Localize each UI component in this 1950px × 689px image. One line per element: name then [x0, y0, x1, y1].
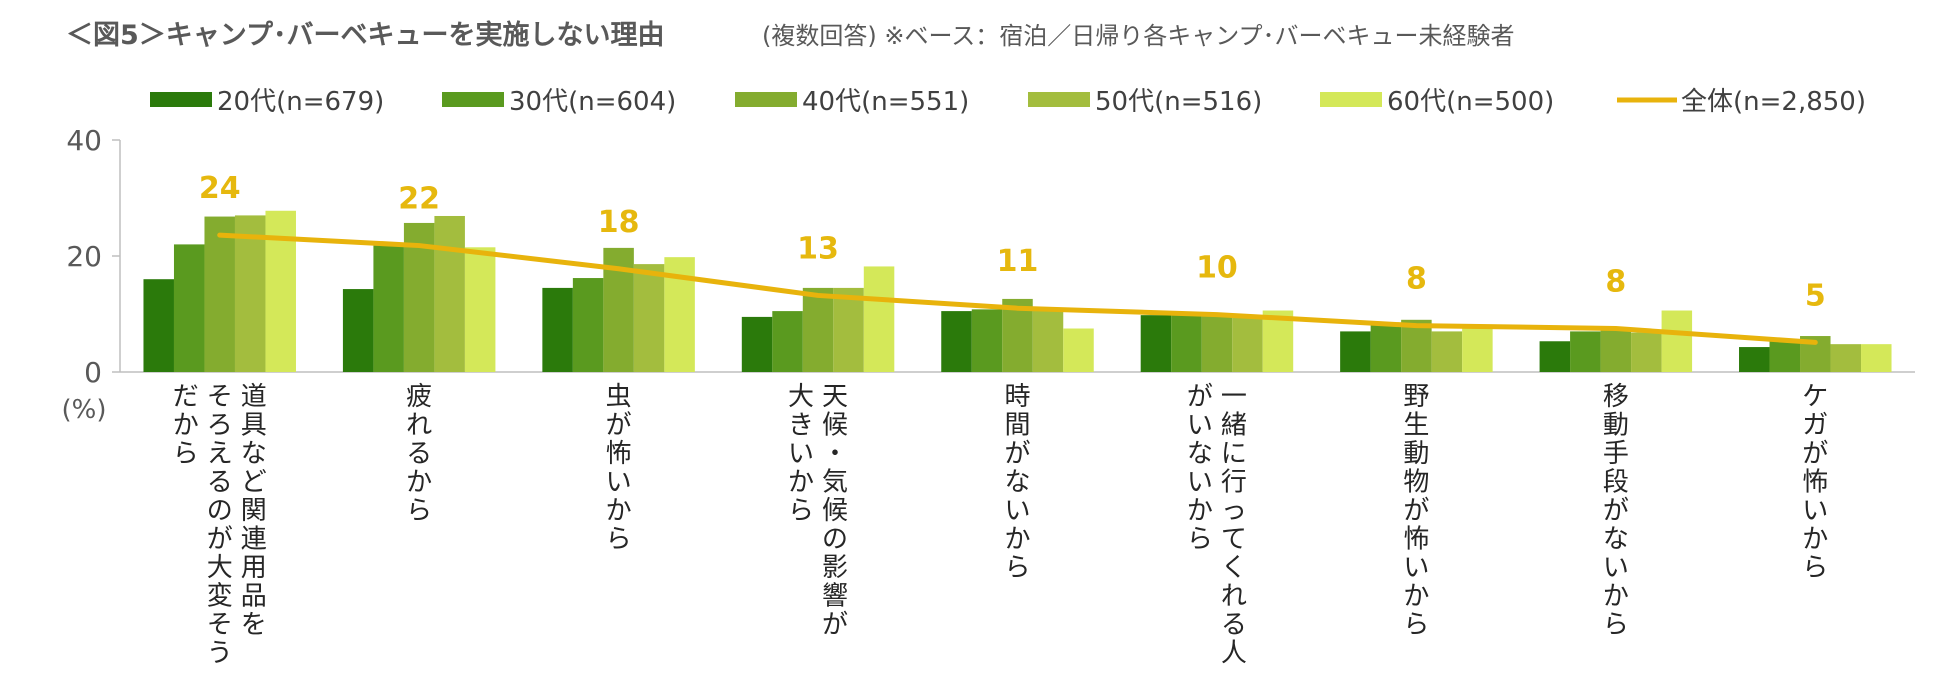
- category-label: 野生動物が怖いから: [1403, 382, 1429, 640]
- category-label: がいないから: [1187, 382, 1213, 555]
- bar: [741, 316, 773, 372]
- bar: [1171, 315, 1202, 372]
- legend-label-4: 50代(n=516): [1095, 87, 1262, 117]
- legend-label-3: 40代(n=551): [802, 87, 969, 117]
- legend-swatch-5: [1320, 92, 1382, 107]
- data-label: 8: [1605, 265, 1626, 300]
- data-label: 24: [199, 171, 241, 206]
- bar: [1769, 341, 1801, 372]
- data-label: 13: [797, 231, 839, 266]
- bar: [1631, 332, 1662, 372]
- y-axis-unit: (%): [62, 395, 107, 425]
- legend-label-5: 60代(n=500): [1387, 87, 1554, 117]
- bar: [1431, 331, 1463, 372]
- data-label: 5: [1805, 278, 1826, 313]
- y-tick-label: 40: [66, 124, 102, 157]
- bar: [1140, 315, 1172, 372]
- bar: [941, 311, 972, 372]
- bar: [971, 309, 1003, 372]
- bar: [863, 266, 895, 372]
- bar: [373, 245, 404, 372]
- bar: [434, 215, 465, 372]
- category-label: 大きいから: [788, 382, 814, 526]
- data-label: 10: [1196, 251, 1238, 286]
- bar: [464, 247, 496, 372]
- bar: [1232, 315, 1263, 372]
- category-label: 移動手段がないから: [1603, 382, 1629, 640]
- bars: [143, 210, 1892, 372]
- bar: [1462, 324, 1493, 372]
- bar: [1830, 344, 1862, 372]
- y-tick-label: 20: [66, 240, 102, 273]
- bar: [1861, 344, 1892, 372]
- total-series-line: [217, 232, 1818, 345]
- legend-label-1: 20代(n=679): [217, 87, 384, 117]
- legend-swatch-4: [1028, 92, 1090, 107]
- chart-title: ＜図5＞キャンプ･バーベキューを実施しない理由: [66, 19, 664, 51]
- legend-swatch-2: [442, 92, 504, 107]
- bar: [633, 264, 665, 372]
- bar: [1370, 324, 1402, 372]
- category-label: 時間がないから: [1004, 382, 1030, 583]
- category-label: そろえるのが大変そう: [207, 382, 233, 669]
- category-label: だから: [173, 382, 199, 469]
- category-label: 道具など関連用品を: [241, 382, 267, 640]
- legend-swatch-3: [735, 92, 797, 107]
- total-line-layer: [217, 232, 1818, 345]
- bar: [143, 279, 174, 372]
- bar: [772, 311, 803, 372]
- bar: [1600, 329, 1632, 372]
- category-label: 天候・気候の影響が: [822, 382, 848, 640]
- bar: [572, 278, 604, 372]
- bar: [1032, 309, 1064, 372]
- bar: [1063, 328, 1094, 372]
- legend-label-2: 30代(n=604): [509, 87, 676, 117]
- chart-subtitle: (複数回答) ※ベース：宿泊／日帰り各キャンプ･バーベキュー未経験者: [762, 22, 1515, 50]
- bar: [173, 244, 205, 372]
- bar: [1539, 341, 1571, 372]
- bar: [802, 287, 834, 372]
- bar: [1340, 331, 1371, 372]
- legend-swatch-1: [150, 92, 212, 107]
- bar: [1570, 331, 1601, 372]
- bar: [833, 287, 864, 372]
- bar: [1661, 310, 1693, 372]
- data-label: 22: [398, 182, 440, 217]
- y-tick-label: 0: [84, 356, 102, 389]
- legend-label-total: 全体(n=2,850): [1681, 87, 1866, 117]
- data-labels: 24 22 18 13 11 10 8 8 5: [199, 171, 1826, 313]
- bar: [265, 210, 296, 372]
- legend: 20代(n=679) 30代(n=604) 40代(n=551) 50代(n=516)…: [150, 87, 1866, 117]
- category-label: 一緒に行ってくれる人: [1221, 382, 1247, 669]
- data-label: 8: [1406, 262, 1427, 297]
- bar: [1002, 298, 1033, 372]
- bar: [342, 289, 374, 372]
- category-label: 虫が怖いから: [606, 382, 632, 555]
- bar: [542, 287, 573, 372]
- category-label: ケガが怖いから: [1802, 382, 1828, 583]
- bar: [1401, 319, 1432, 372]
- bar: [204, 216, 235, 372]
- data-label: 18: [598, 205, 640, 240]
- axes: 0 20 40 (%): [62, 124, 1915, 425]
- data-label: 11: [997, 244, 1039, 279]
- bar: [1201, 315, 1233, 372]
- bar: [234, 215, 266, 372]
- category-label: 疲れるから: [406, 382, 432, 526]
- bar: [1739, 347, 1770, 372]
